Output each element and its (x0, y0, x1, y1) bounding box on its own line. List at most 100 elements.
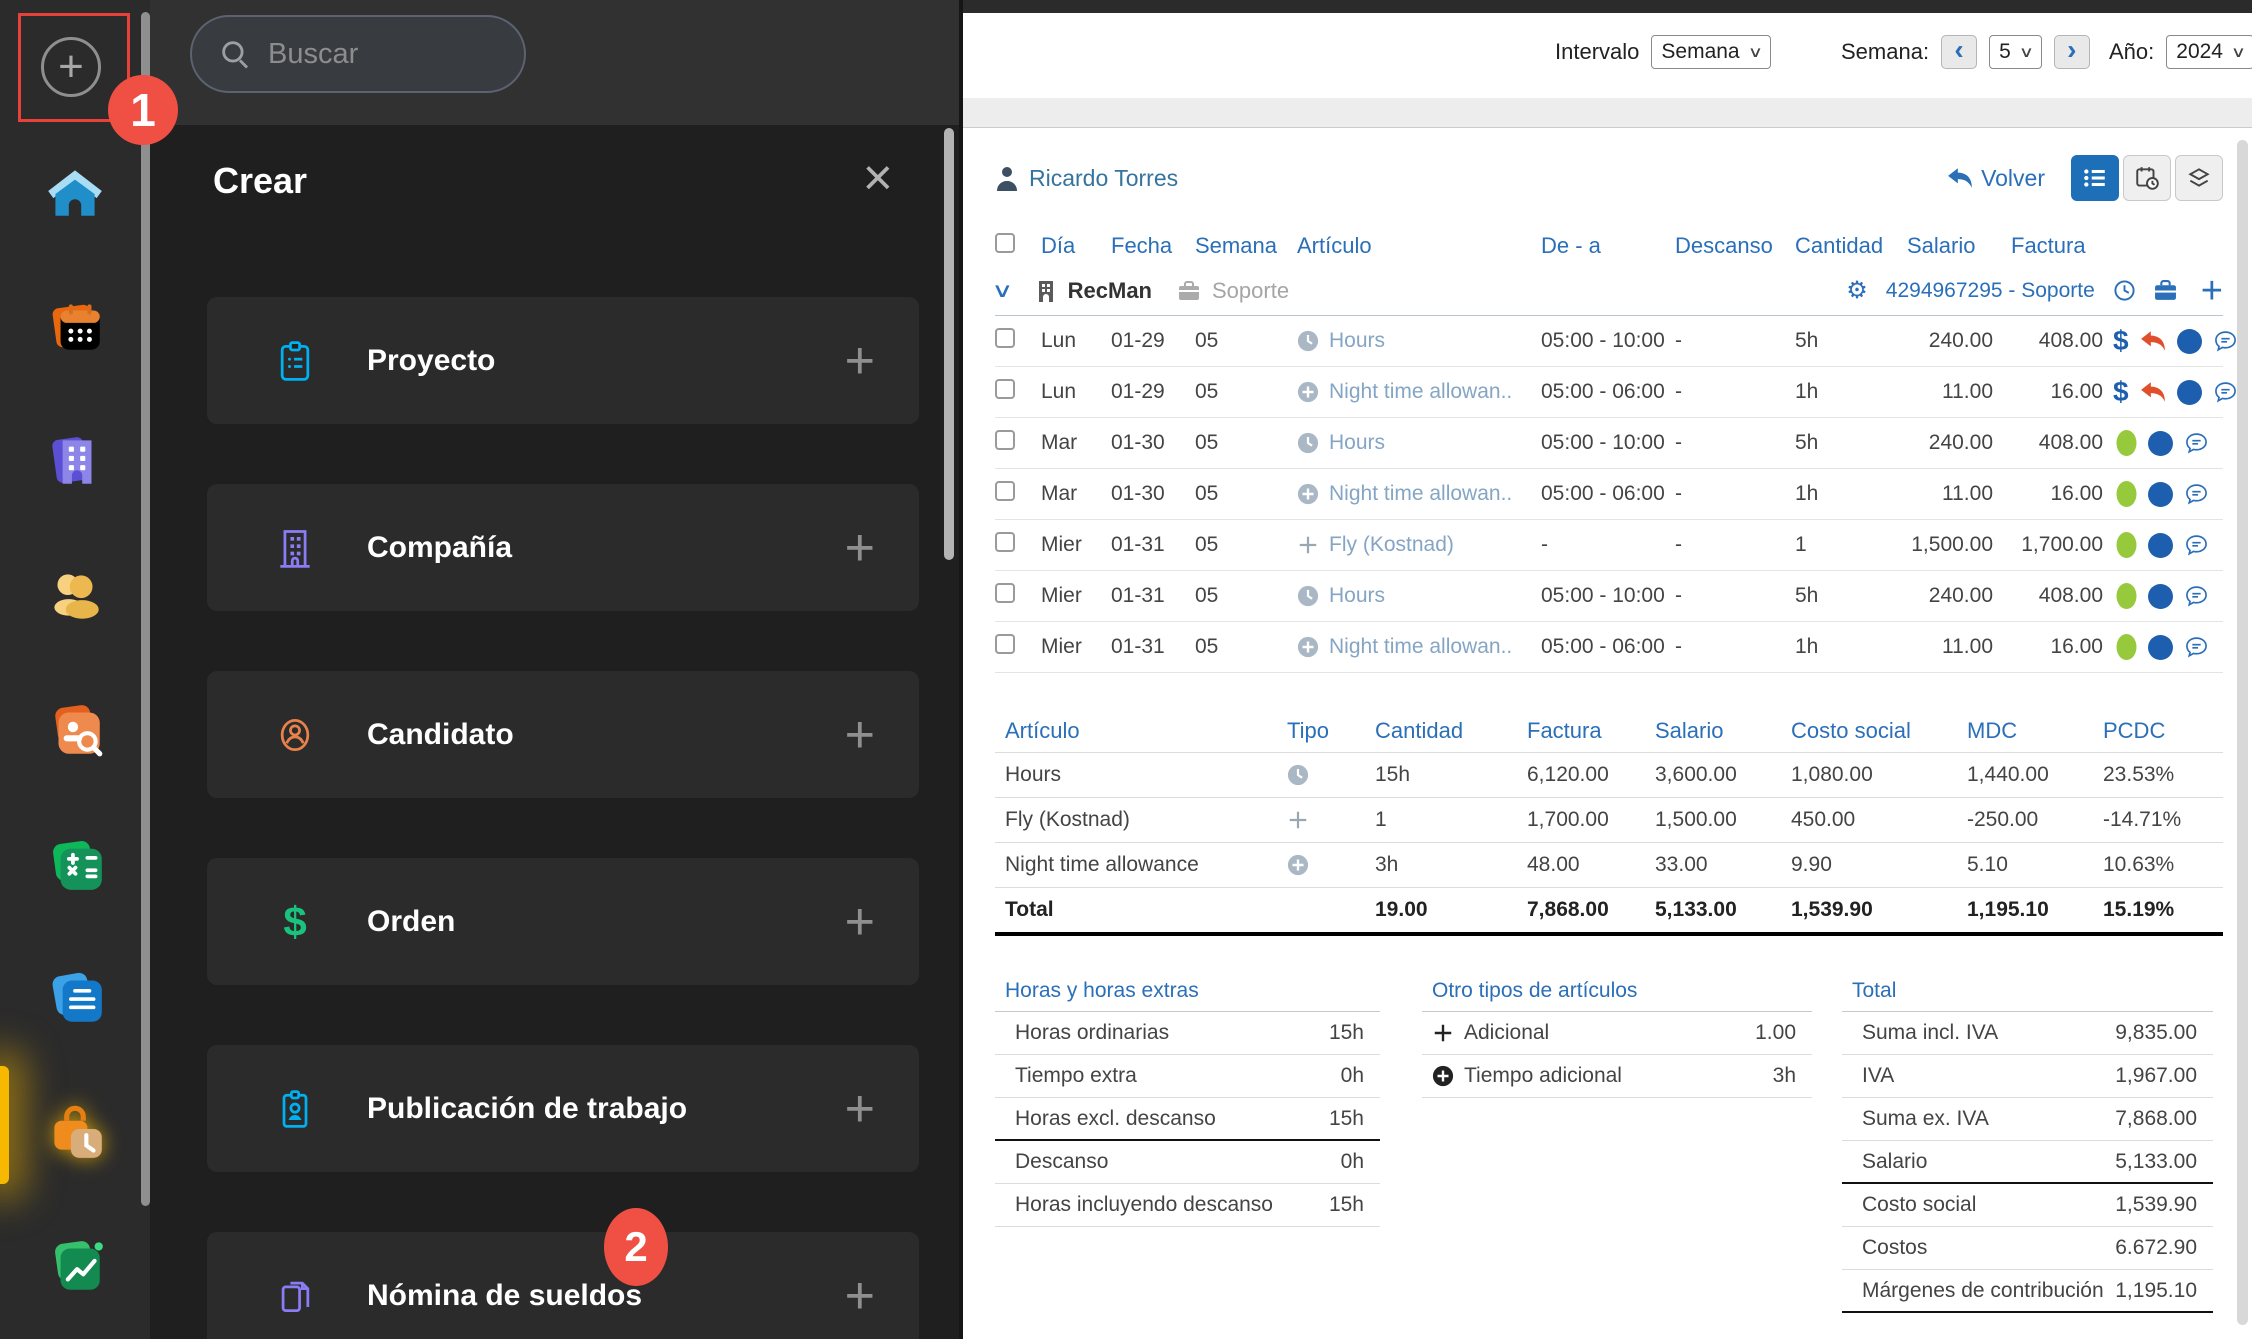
bubble-icon[interactable] (2184, 584, 2209, 609)
dot-green-icon[interactable] (2116, 583, 2137, 609)
timesheet-row[interactable]: Mier 01-31 05 Fly (Kostnad) - - 1 1,500.… (995, 520, 2223, 571)
column-header[interactable]: Cantidad (1795, 233, 1884, 258)
candidate-search-icon[interactable] (42, 696, 108, 762)
total-salary: 5,133.00 (1655, 898, 1737, 921)
calendar-view-button[interactable] (2123, 155, 2171, 201)
employee-name[interactable]: Ricardo Torres (995, 165, 1178, 192)
dot-green-icon[interactable] (2116, 634, 2137, 660)
timesheet-row[interactable]: Mar 01-30 05 Night time allowan.. 05:00 … (995, 469, 2223, 520)
create-panel-scrollbar[interactable] (944, 128, 954, 560)
timesheet-row[interactable]: Lun 01-29 05 Night time allowan.. 05:00 … (995, 367, 2236, 418)
bubble-icon[interactable] (2213, 329, 2238, 354)
plus-circle-icon (1287, 854, 1309, 876)
annotation-step-2: 2 (604, 1208, 668, 1286)
finance-icon[interactable] (42, 830, 108, 896)
column-header[interactable]: Artículo (1297, 233, 1372, 258)
stacked-view-button[interactable] (2175, 155, 2223, 201)
home-icon[interactable] (42, 160, 108, 226)
column-header[interactable]: Factura (2011, 233, 2086, 258)
year-select[interactable]: 2024 ∨ (2166, 35, 2252, 69)
bubble-icon[interactable] (2184, 533, 2209, 558)
column-header[interactable]: Fecha (1111, 233, 1173, 258)
undo-icon[interactable] (2140, 381, 2166, 403)
schedule-icon[interactable] (42, 294, 108, 360)
timesheet-row[interactable]: Mier 01-31 05 Hours 05:00 - 10:00 - 5h 2… (995, 571, 2223, 622)
other-articles-panel: Otro tipos de artículos Adicional 1.00 Tie… (1422, 976, 1812, 1313)
dot-green-icon[interactable] (2116, 481, 2137, 507)
close-icon[interactable]: × (862, 149, 893, 207)
bubble-icon[interactable] (2184, 482, 2209, 507)
timesheet-row[interactable]: Lun 01-29 05 Hours 05:00 - 10:00 - 5h 24… (995, 316, 2236, 367)
timesheet-row[interactable]: Mar 01-30 05 Hours 05:00 - 10:00 - 5h 24… (995, 418, 2223, 469)
dot-blue-icon[interactable] (2148, 430, 2173, 456)
list-view-button[interactable] (2071, 155, 2119, 201)
row-value: 1.00 (1755, 1021, 1796, 1044)
totals-panel-rows: Suma incl. IVA 9,835.00 IVA 1,967.00 Suma ex… (1842, 1012, 2213, 1313)
create-plus-button[interactable]: + (41, 37, 101, 97)
dot-blue-icon[interactable] (2176, 328, 2202, 354)
undo-icon[interactable] (2140, 330, 2166, 352)
dot-blue-icon[interactable] (2148, 634, 2173, 660)
dollar-icon[interactable]: $ (2113, 325, 2129, 356)
cell-invoice: 16.00 (2050, 380, 2103, 403)
dot-blue-icon[interactable] (2176, 379, 2202, 405)
bubble-icon[interactable] (2184, 635, 2209, 660)
row-checkbox[interactable] (995, 583, 1015, 603)
create-option-card[interactable]: Publicación de trabajo + (207, 1045, 919, 1172)
panel-row: Costo social 1,539.90 (1842, 1184, 2213, 1227)
column-header[interactable]: De - a (1541, 233, 1601, 258)
cell-salary: 240.00 (1928, 329, 1993, 352)
interval-select[interactable]: Semana ∨ (1651, 35, 1771, 69)
column-header[interactable]: Salario (1907, 233, 1976, 258)
dollar-icon[interactable]: $ (2113, 376, 2129, 407)
companies-icon[interactable] (42, 428, 108, 494)
page-scrollbar[interactable] (2237, 140, 2248, 1325)
create-option-card[interactable]: Candidato + (207, 671, 919, 798)
dot-blue-icon[interactable] (2148, 481, 2173, 507)
select-all-checkbox[interactable] (995, 233, 1015, 253)
row-checkbox[interactable] (995, 379, 1015, 399)
row-label: Horas incluyendo descanso (1015, 1193, 1273, 1216)
briefcase-icon[interactable] (2154, 280, 2177, 301)
candidates-icon[interactable] (42, 562, 108, 628)
total-pcdc: 15.19% (2103, 898, 2175, 921)
cell-quantity: 1 (1795, 533, 1807, 556)
dot-green-icon[interactable] (2116, 532, 2137, 558)
row-checkbox[interactable] (995, 532, 1015, 552)
row-checkbox[interactable] (995, 481, 1015, 501)
create-option-card[interactable]: Proyecto + (207, 297, 919, 424)
create-option-card[interactable]: $ Orden + (207, 858, 919, 985)
previous-week-button[interactable]: ‹ (1941, 34, 1978, 69)
column-header[interactable]: Día (1041, 233, 1076, 258)
column-header[interactable]: Semana (1195, 233, 1277, 258)
sidebar-scrollbar[interactable] (141, 12, 150, 1206)
search-input[interactable]: Buscar (190, 15, 526, 93)
documents-icon[interactable] (42, 964, 108, 1030)
row-checkbox[interactable] (995, 328, 1015, 348)
week-select[interactable]: 5 ∨ (1989, 35, 2042, 69)
collapse-chevron-icon[interactable]: ∨ (991, 280, 1014, 302)
search-placeholder: Buscar (268, 37, 359, 70)
dot-green-icon[interactable] (2116, 430, 2137, 456)
annotation-highlight-box (18, 13, 130, 122)
bubble-icon[interactable] (2213, 380, 2238, 405)
next-week-button[interactable]: › (2053, 34, 2090, 69)
reports-icon[interactable] (42, 1232, 108, 1298)
dot-blue-icon[interactable] (2148, 583, 2173, 609)
back-button[interactable]: Volver (1947, 165, 2045, 192)
bubble-icon[interactable] (2184, 431, 2209, 456)
create-option-card[interactable]: Compañía + (207, 484, 919, 611)
order-reference[interactable]: 4294967295 - Soporte (1885, 278, 2095, 302)
time-tracking-icon[interactable] (42, 1098, 108, 1164)
row-status-icons: $ (2113, 378, 2252, 406)
clock-icon[interactable] (2113, 279, 2136, 302)
cell-invoice: 16.00 (2050, 635, 2103, 658)
timesheet-row[interactable]: Mier 01-31 05 Night time allowan.. 05:00… (995, 622, 2223, 673)
column-header[interactable]: Descanso (1675, 233, 1773, 258)
row-checkbox[interactable] (995, 430, 1015, 450)
row-checkbox[interactable] (995, 634, 1015, 654)
create-option-card[interactable]: Nómina de sueldos + (207, 1232, 919, 1339)
dot-blue-icon[interactable] (2148, 532, 2173, 558)
group-name[interactable]: RecMan (1067, 277, 1152, 303)
